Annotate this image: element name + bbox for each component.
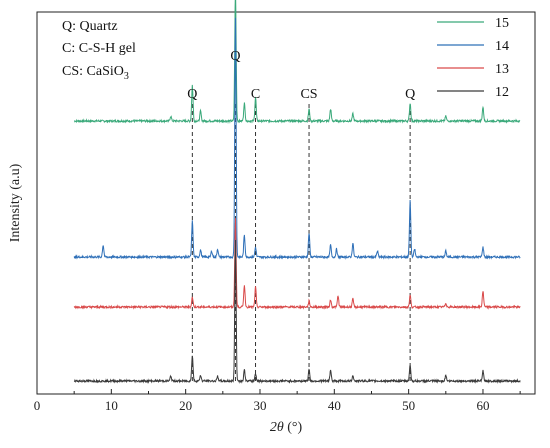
phase-label: CS: [300, 87, 317, 102]
legend-label-15: 15: [495, 16, 509, 31]
x-tick-label: 50: [402, 398, 415, 413]
annotation-casio3: CS: CaSiO3: [62, 64, 129, 82]
phase-guide-lines: [191, 104, 411, 381]
phase-label: Q: [187, 87, 197, 102]
x-tick-label: 40: [328, 398, 341, 413]
legend-label-14: 14: [495, 39, 509, 54]
phase-annotations: Q: Quartz C: C-S-H gel CS: CaSiO3: [62, 19, 136, 82]
series-lines: [73, 0, 521, 384]
legend-label-13: 13: [495, 62, 509, 77]
series-line-14: [73, 17, 521, 260]
x-tick-label: 30: [253, 398, 266, 413]
x-axis-ticks: 0 10 20 30 40 50 60: [34, 389, 521, 413]
phase-label: Q: [405, 87, 415, 102]
x-tick-label: 60: [476, 398, 489, 413]
phase-label: C: [251, 87, 260, 102]
legend-label-12: 12: [495, 85, 509, 100]
x-axis-title: 2θ (°): [270, 420, 303, 435]
x-tick-label: 10: [105, 398, 118, 413]
series-line-12: [73, 239, 521, 384]
annotation-csh-gel: C: C-S-H gel: [62, 41, 136, 56]
series-line-15: [74, 0, 521, 124]
series-line-13: [73, 218, 521, 310]
plot-frame: [36, 11, 536, 395]
y-axis-title: Intensity (a.u): [8, 163, 23, 242]
x-tick-label: 0: [34, 398, 41, 413]
phase-labels: Q Q C CS Q: [187, 49, 415, 102]
phase-label: Q: [230, 49, 240, 64]
legend: 15 14 13 12: [437, 16, 509, 100]
annotation-quartz: Q: Quartz: [62, 19, 118, 34]
x-tick-label: 20: [179, 398, 192, 413]
